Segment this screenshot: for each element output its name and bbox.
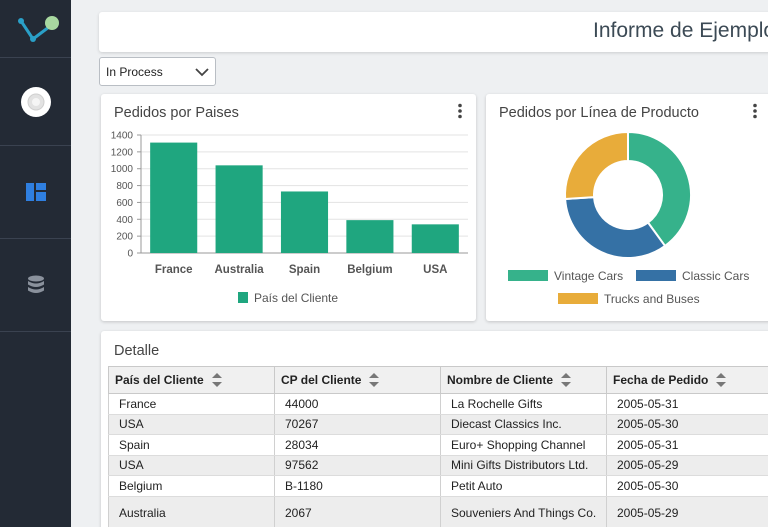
column-header-label: Nombre de Cliente [447, 372, 554, 387]
table-row[interactable]: France 44000 La Rochelle Gifts 2005-05-3… [108, 393, 768, 415]
legend-swatch[interactable] [238, 292, 248, 303]
bar[interactable] [215, 165, 263, 253]
sidebar-item-database[interactable] [0, 239, 71, 332]
table-row[interactable]: Belgium B-1180 Petit Auto 2005-05-30 [108, 475, 768, 497]
donut-slice[interactable] [564, 196, 667, 259]
bar[interactable] [150, 142, 198, 253]
table-row[interactable]: Australia 2067 Souveniers And Things Co.… [108, 496, 768, 527]
user-avatar-icon [20, 86, 51, 117]
legend-label[interactable]: Trucks and Buses [604, 292, 700, 306]
bar-chart-title: Pedidos por Paises [114, 105, 239, 121]
donut-slice[interactable] [564, 130, 629, 201]
table-cell: B-1180 [274, 475, 441, 497]
table-cell: 70267 [274, 414, 441, 435]
pie-chart-title: Pedidos por Línea de Producto [499, 105, 699, 121]
logo-icon [17, 15, 59, 42]
sidebar-item-dashboard[interactable] [0, 146, 71, 239]
table-cell: Spain [108, 434, 275, 456]
sidebar [0, 0, 71, 527]
bar-chart: 0 200 400 600 800 1000 1200 1400 France Australia… [111, 131, 468, 305]
column-header[interactable]: CP del Cliente [274, 366, 441, 394]
table-cell: 97562 [274, 455, 441, 476]
table-cell: 2005-05-29 [606, 496, 768, 527]
table-cell: Australia [108, 496, 275, 527]
table-cell: La Rochelle Gifts [440, 393, 607, 415]
detail-table: País del Cliente CP del Cliente Nombre d… [108, 366, 768, 527]
x-tick-label: Belgium [347, 264, 392, 276]
table-cell: France [108, 393, 275, 415]
legend-swatch[interactable] [558, 293, 598, 304]
column-header-label: Fecha de Pedido [613, 372, 709, 387]
y-tick-label: 600 [116, 198, 133, 209]
table-cell: Euro+ Shopping Channel [440, 434, 607, 456]
table-row[interactable]: Spain 28034 Euro+ Shopping Channel 2005-… [108, 434, 768, 456]
legend-swatch[interactable] [636, 270, 676, 281]
y-tick-label: 1200 [111, 147, 134, 158]
x-tick-label: France [155, 264, 193, 276]
status-select[interactable]: In Process [99, 57, 216, 86]
x-tick-label: Spain [289, 264, 320, 276]
table-cell: 2005-05-31 [606, 434, 768, 456]
table-header-row: País del Cliente CP del Cliente Nombre d… [108, 366, 768, 394]
table-cell: USA [108, 455, 275, 476]
column-header-label: País del Cliente [115, 372, 204, 387]
x-tick-label: Australia [214, 264, 264, 276]
sidebar-item-user[interactable] [0, 58, 71, 146]
table-row[interactable]: USA 97562 Mini Gifts Distributors Ltd. 2… [108, 455, 768, 476]
table-cell: 28034 [274, 434, 441, 456]
y-tick-label: 800 [116, 181, 133, 192]
legend-label[interactable]: Vintage Cars [554, 269, 623, 283]
donut-chart: Vintage Cars Classic Cars Trucks and Buses [508, 130, 749, 306]
column-header[interactable]: Fecha de Pedido [606, 366, 768, 394]
bar-chart-card: Pedidos por Paises 0 200 400 600 800 1000 1200… [101, 94, 476, 321]
y-tick-label: 0 [127, 249, 133, 260]
table-cell: Belgium [108, 475, 275, 497]
table-cell: USA [108, 414, 275, 435]
legend-label[interactable]: País del Cliente [254, 291, 338, 305]
y-tick-label: 1000 [111, 164, 134, 175]
table-cell: Mini Gifts Distributors Ltd. [440, 455, 607, 476]
column-header-label: CP del Cliente [281, 372, 362, 387]
table-cell: 2005-05-29 [606, 455, 768, 476]
table-cell: Petit Auto [440, 475, 607, 497]
bar[interactable] [411, 224, 459, 253]
legend-swatch[interactable] [508, 270, 548, 281]
x-tick-label: USA [423, 264, 447, 276]
database-icon [27, 275, 44, 293]
table-row[interactable]: USA 70267 Diecast Classics Inc. 2005-05-… [108, 414, 768, 435]
chevron-down-icon [195, 68, 209, 77]
column-header[interactable]: País del Cliente [108, 366, 275, 394]
bar[interactable] [280, 191, 329, 253]
more-options-icon[interactable] [752, 103, 758, 119]
table-cell: 2005-05-30 [606, 475, 768, 497]
table-cell: Diecast Classics Inc. [440, 414, 607, 435]
dashboard-icon [25, 183, 46, 201]
more-options-icon[interactable] [457, 103, 463, 119]
legend-label[interactable]: Classic Cars [682, 269, 749, 283]
table-cell: 44000 [274, 393, 441, 415]
detail-table-card: Detalle País del Cliente CP del Cliente … [101, 331, 768, 527]
column-header[interactable]: Nombre de Cliente [440, 366, 607, 394]
sort-icon[interactable] [211, 373, 222, 388]
page-title: Informe de Ejemplo [593, 19, 768, 42]
sort-icon[interactable] [716, 373, 727, 388]
y-tick-label: 1400 [111, 131, 134, 142]
table-cell: 2067 [274, 496, 441, 527]
table-cell: 2005-05-30 [606, 414, 768, 435]
sidebar-logo[interactable] [0, 0, 71, 58]
y-tick-label: 200 [116, 232, 133, 243]
pie-chart-card: Pedidos por Línea de Producto Vintage Ca… [486, 94, 768, 321]
sort-icon[interactable] [561, 373, 572, 388]
bar[interactable] [346, 220, 394, 253]
detail-table-title: Detalle [114, 343, 160, 359]
status-select-value: In Process [106, 65, 163, 79]
table-cell: 2005-05-31 [606, 393, 768, 415]
page-header: Informe de Ejemplo [99, 12, 768, 52]
y-tick-label: 400 [116, 215, 133, 226]
sort-icon[interactable] [369, 373, 380, 388]
donut-slice[interactable] [627, 130, 692, 248]
table-cell: Souveniers And Things Co. [440, 496, 607, 527]
